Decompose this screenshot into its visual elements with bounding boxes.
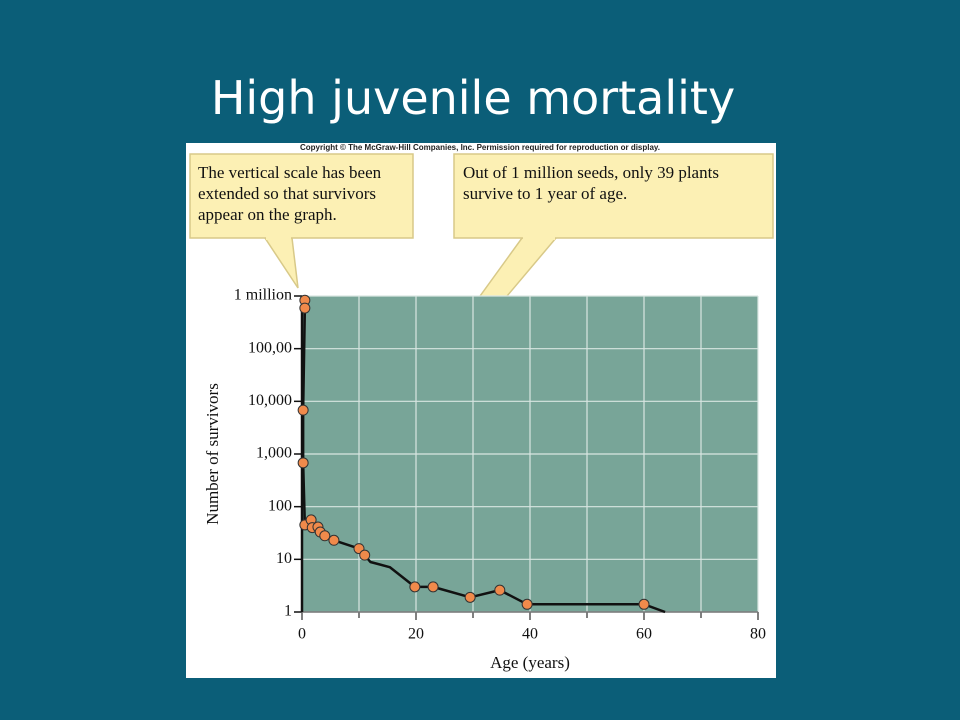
- callout-text: Out of 1 million seeds, only 39 plants: [463, 163, 719, 182]
- x-tick-label: 20: [408, 626, 424, 643]
- y-tick-label: 1: [284, 603, 292, 620]
- callout-box: [453, 153, 774, 239]
- callout-joint: [266, 236, 291, 240]
- callout-texts: The vertical scale has been extended so t…: [198, 163, 719, 224]
- data-point: [359, 549, 371, 561]
- data-point: [319, 530, 331, 542]
- y-tick-label: 100: [268, 497, 292, 514]
- callout-text: appear on the graph.: [198, 205, 337, 224]
- plot: 1 10 100 1,000 10,000 100,00 1 million 0 20 40 60 8…: [234, 287, 766, 643]
- y-tick-label: 1 million: [234, 287, 292, 304]
- y-tick-label: 100,00: [248, 339, 292, 356]
- data-point: [297, 457, 309, 469]
- data-point: [638, 598, 650, 610]
- x-tick-label: 0: [298, 626, 306, 643]
- data-point: [464, 591, 476, 603]
- y-tick-label: 1,000: [256, 445, 292, 462]
- x-tick-label: 40: [522, 626, 538, 643]
- y-axis-label: Number of survivors: [203, 383, 222, 525]
- data-point: [297, 404, 309, 416]
- data-point: [299, 302, 311, 314]
- y-tick-label: 10,000: [248, 392, 292, 409]
- data-point: [494, 584, 506, 596]
- y-tick-label: 10: [276, 550, 292, 567]
- x-tick-label: 60: [636, 626, 652, 643]
- copyright: Copyright © The McGraw-Hill Companies, I…: [300, 143, 660, 152]
- callout-text: extended so that survivors: [198, 184, 376, 203]
- data-point: [328, 534, 340, 546]
- x-tick-label: 80: [750, 626, 766, 643]
- callout-text: The vertical scale has been: [198, 163, 382, 182]
- callout-box: [189, 153, 414, 239]
- callout-joint: [523, 236, 555, 240]
- data-point: [427, 581, 439, 593]
- callout-text: survive to 1 year of age.: [463, 184, 627, 203]
- slide-title: High juvenile mortality: [211, 71, 735, 125]
- x-axis-label: Age (years): [490, 653, 570, 672]
- data-point: [409, 581, 421, 593]
- data-point: [521, 598, 533, 610]
